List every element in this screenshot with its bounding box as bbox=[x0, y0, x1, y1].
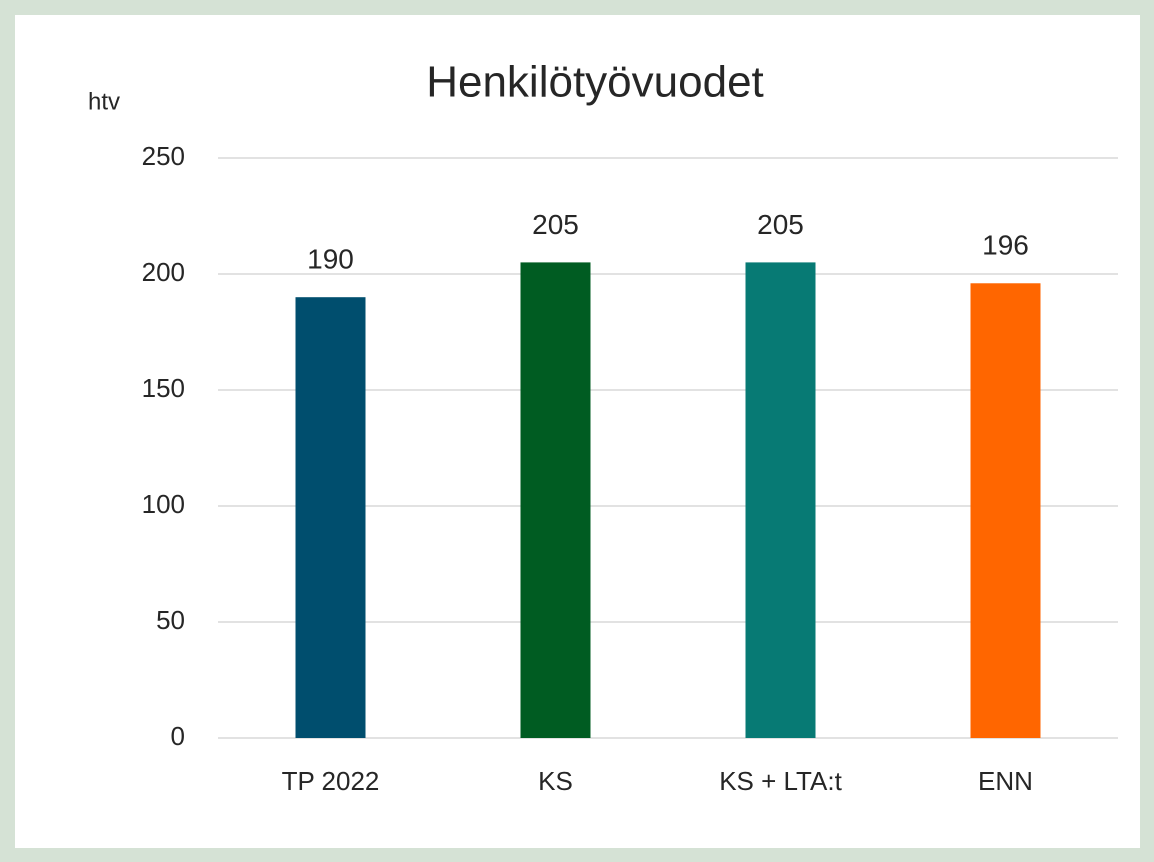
data-label: 205 bbox=[757, 209, 804, 240]
y-tick-label: 50 bbox=[156, 605, 185, 635]
y-tick-label: 250 bbox=[142, 141, 185, 171]
x-tick-label: KS + LTA:t bbox=[719, 766, 842, 796]
x-tick-label: TP 2022 bbox=[282, 766, 380, 796]
y-tick-label: 200 bbox=[142, 257, 185, 287]
y-axis-label: htv bbox=[88, 88, 120, 115]
bar bbox=[520, 262, 591, 738]
bar bbox=[295, 297, 366, 738]
bar bbox=[745, 262, 816, 738]
bar bbox=[970, 283, 1041, 738]
data-label: 190 bbox=[307, 244, 354, 275]
y-tick-label: 0 bbox=[171, 721, 185, 751]
x-tick-label: ENN bbox=[978, 766, 1033, 796]
data-label: 205 bbox=[532, 209, 579, 240]
chart-title: Henkilötyövuodet bbox=[426, 58, 764, 107]
x-tick-label: KS bbox=[538, 766, 573, 796]
data-label: 196 bbox=[982, 230, 1029, 261]
y-tick-label: 100 bbox=[142, 489, 185, 519]
y-tick-label: 150 bbox=[142, 373, 185, 403]
